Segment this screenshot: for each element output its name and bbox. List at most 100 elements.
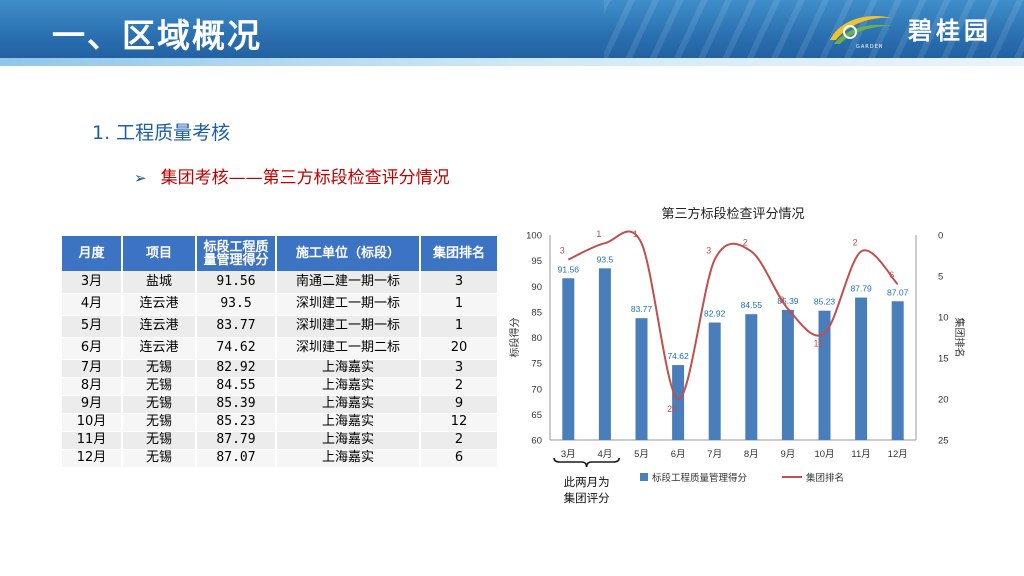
x-tick-label: 4月 xyxy=(598,449,613,460)
bar xyxy=(781,309,794,440)
header-bar: 一、区域概况 GARDEN 碧桂园 xyxy=(0,0,1024,66)
cell-score: 91.56 xyxy=(196,271,277,294)
y2-tick-label: 20 xyxy=(938,395,949,406)
brace-annotation xyxy=(553,457,620,468)
y2-tick-label: 0 xyxy=(938,231,943,242)
bar-value-label: 87.79 xyxy=(850,284,872,294)
bar xyxy=(855,297,868,440)
cell-score: 93.5 xyxy=(196,293,277,316)
bar-value-label: 85.39 xyxy=(777,296,799,306)
table-row: 4月 连云港 93.5 深圳建工一期一标 1 xyxy=(62,293,497,316)
subsection-title-text: 集团考核——第三方标段检查评分情况 xyxy=(160,168,450,188)
y-tick-label: 90 xyxy=(531,282,542,293)
x-tick-label: 7月 xyxy=(707,449,722,460)
cell-score: 84.55 xyxy=(196,377,277,396)
cell-rank: 9 xyxy=(420,395,497,414)
table-row: 5月 连云港 83.77 深圳建工一期一标 1 xyxy=(62,315,497,338)
rank-value-label: 12 xyxy=(813,338,823,348)
cell-score: 87.79 xyxy=(196,431,277,450)
cell-month: 3月 xyxy=(62,271,123,294)
y2-tick-label: 15 xyxy=(938,354,949,365)
logo-text: 碧桂园 xyxy=(908,17,992,45)
x-tick-label: 3月 xyxy=(561,449,576,460)
col-header-project: 项目 xyxy=(122,236,197,271)
rank-line xyxy=(567,230,899,401)
cell-contractor: 上海嘉实 xyxy=(276,431,421,450)
cell-project: 无锡 xyxy=(122,449,197,468)
cell-score: 82.92 xyxy=(196,359,277,378)
y-tick-label: 95 xyxy=(531,256,542,267)
cell-month: 12月 xyxy=(62,449,123,468)
y-tick-label: 100 xyxy=(526,231,542,242)
legend-swatch-bar xyxy=(640,473,648,481)
cell-rank: 2 xyxy=(420,431,497,450)
cell-rank: 3 xyxy=(420,271,497,294)
x-tick-label: 5月 xyxy=(634,449,649,460)
cell-score: 85.23 xyxy=(196,413,277,432)
bar-value-label: 93.5 xyxy=(597,254,614,264)
cell-score: 87.07 xyxy=(196,449,277,468)
y2-tick-label: 25 xyxy=(938,436,949,447)
bar-value-label: 82.92 xyxy=(704,309,726,319)
annotation-text: 此两月为 xyxy=(564,476,610,489)
arrow-bullet-icon: ➢ xyxy=(134,169,147,187)
cell-rank: 20 xyxy=(420,337,497,360)
cell-project: 无锡 xyxy=(122,395,197,414)
logo-icon xyxy=(830,16,892,44)
rank-value-label: 2 xyxy=(853,237,858,247)
x-tick-label: 11月 xyxy=(851,449,870,460)
bar xyxy=(562,278,575,440)
cell-contractor: 深圳建工一期一标 xyxy=(276,315,421,338)
y-tick-label: 65 xyxy=(531,410,542,421)
header-decoration xyxy=(604,0,1024,58)
cell-month: 5月 xyxy=(62,315,123,338)
cell-contractor: 深圳建工一期一标 xyxy=(276,293,421,316)
cell-contractor: 上海嘉实 xyxy=(276,413,421,432)
y-tick-label: 70 xyxy=(531,384,542,395)
cell-project: 无锡 xyxy=(122,431,197,450)
cell-score: 85.39 xyxy=(196,395,277,414)
cell-score: 74.62 xyxy=(196,337,277,360)
bar xyxy=(708,322,721,440)
subsection-title: ➢ 集团考核——第三方标段检查评分情况 xyxy=(134,166,450,190)
cell-project: 无锡 xyxy=(122,359,197,378)
cell-month: 9月 xyxy=(62,395,123,414)
cell-month: 6月 xyxy=(62,337,123,360)
col-header-month: 月度 xyxy=(62,236,123,271)
chart-title: 第三方标段检查评分情况 xyxy=(661,206,804,221)
cell-contractor: 上海嘉实 xyxy=(276,359,421,378)
combo-chart: 第三方标段检查评分情况 60 65 70 75 80 85 90 95 100 0 5 10 15 20 25… xyxy=(504,196,972,516)
rank-value-label: 3 xyxy=(560,246,565,256)
bar-value-label: 74.62 xyxy=(667,351,689,361)
cell-project: 盐城 xyxy=(122,271,197,294)
rank-value-label: 2 xyxy=(743,237,748,247)
bar xyxy=(598,268,611,440)
col-header-contractor: 施工单位（标段） xyxy=(276,236,421,271)
y2-tick-label: 5 xyxy=(938,272,943,283)
cell-contractor: 上海嘉实 xyxy=(276,449,421,468)
table-row: 11月 无锡 87.79 上海嘉实 2 xyxy=(62,431,497,450)
y2-axis-title: 集团排名 xyxy=(953,318,966,358)
bar xyxy=(745,314,758,440)
annotation-text: 集团评分 xyxy=(564,491,610,505)
bar xyxy=(635,318,648,440)
table-row: 7月 无锡 82.92 上海嘉实 3 xyxy=(62,359,497,378)
rank-value-label: 9 xyxy=(779,295,784,305)
bar-value-label: 85.23 xyxy=(814,297,836,307)
y2-tick-label: 10 xyxy=(938,313,949,324)
logo-subtext: GARDEN xyxy=(856,44,884,50)
rank-value-label: 1 xyxy=(633,229,638,239)
legend-label-rank: 集团排名 xyxy=(806,472,844,484)
score-table: 月度 项目 标段工程质量管理得分 施工单位（标段） 集团排名 3月 盐城 91.… xyxy=(62,236,497,468)
bar xyxy=(672,365,685,440)
cell-rank: 2 xyxy=(420,377,497,396)
cell-month: 7月 xyxy=(62,359,123,378)
bar-value-label: 83.77 xyxy=(631,304,653,314)
cell-month: 8月 xyxy=(62,377,123,396)
bar xyxy=(891,301,904,440)
legend-label-score: 标段工程质量管理得分 xyxy=(652,472,748,484)
table-row: 3月 盐城 91.56 南通二建一期一标 3 xyxy=(62,271,497,294)
cell-month: 10月 xyxy=(62,413,123,432)
